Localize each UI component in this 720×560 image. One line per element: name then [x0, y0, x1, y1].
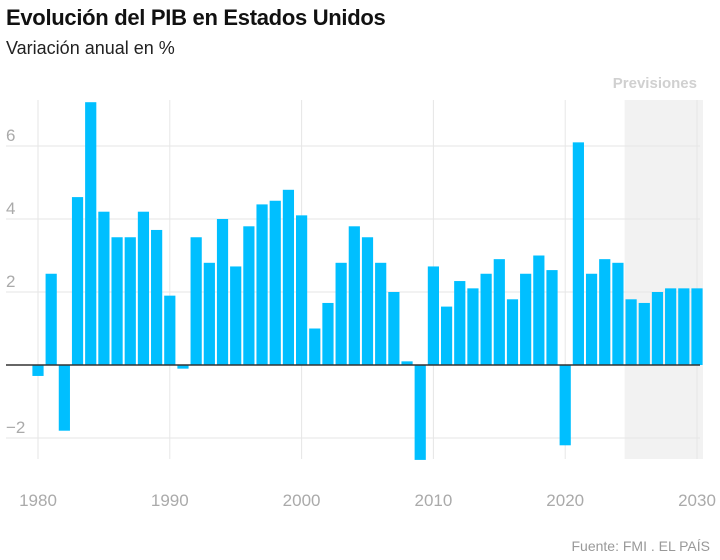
bar-2008	[401, 361, 413, 365]
bar-2019	[546, 270, 558, 365]
bar-1991	[177, 365, 189, 369]
bar-1998	[269, 200, 281, 365]
y-tick-label: 4	[6, 199, 15, 218]
bar-1989	[151, 229, 163, 365]
y-tick-label: −2	[6, 418, 25, 437]
bar-2022	[585, 273, 598, 365]
y-tick-label: 2	[6, 272, 15, 291]
bar-1995	[230, 266, 242, 365]
bar-1988	[137, 211, 150, 365]
bar-2021	[572, 142, 584, 365]
bar-2001	[309, 328, 321, 365]
bar-2007	[388, 292, 400, 365]
bar-2000	[296, 215, 308, 365]
bar-2002	[322, 302, 334, 365]
bar-2003	[335, 262, 347, 365]
bar-2012	[454, 281, 466, 365]
source-note: Fuente: FMI . EL PAÍS	[571, 538, 711, 554]
bar-2010	[427, 266, 439, 365]
forecast-label: Previsiones	[613, 75, 697, 92]
bar-2027	[651, 292, 664, 365]
bar-1982	[58, 365, 70, 431]
bar-2013	[467, 288, 479, 365]
bar-2028	[665, 288, 677, 365]
bar-1986	[111, 237, 123, 365]
bar-1994	[216, 219, 229, 365]
bar-1981	[45, 273, 57, 365]
x-tick-label: 2020	[546, 491, 584, 510]
bar-2020	[559, 365, 571, 446]
bar-1987	[124, 237, 136, 365]
bar-2016	[506, 299, 519, 365]
bar-1997	[256, 204, 268, 365]
bar-1990	[164, 295, 176, 365]
bar-1999	[282, 189, 295, 365]
y-tick-label: 6	[6, 126, 15, 145]
bar-2017	[520, 273, 532, 365]
bar-2009	[414, 365, 426, 460]
bar-2030	[691, 288, 703, 365]
bar-2004	[348, 226, 360, 365]
bar-2029	[678, 288, 690, 365]
bar-2011	[440, 306, 453, 365]
bar-1992	[190, 237, 202, 365]
bar-1983	[71, 197, 84, 365]
bar-1993	[203, 262, 215, 365]
bar-1996	[243, 226, 255, 365]
x-tick-label: 2010	[414, 491, 452, 510]
bar-2025	[625, 299, 637, 365]
x-tick-label: 2030	[678, 491, 716, 510]
bar-2006	[375, 262, 387, 365]
x-tick-label: 1980	[19, 491, 57, 510]
bar-2023	[599, 259, 611, 365]
bar-1980	[32, 365, 44, 376]
bar-2014	[480, 273, 492, 365]
bar-1985	[98, 211, 110, 365]
bar-2018	[533, 255, 545, 365]
chart-subtitle: Variación anual en %	[6, 38, 175, 58]
x-tick-label: 1990	[151, 491, 189, 510]
bar-2026	[638, 302, 650, 365]
bar-1984	[85, 102, 97, 365]
bar-2015	[493, 259, 505, 365]
chart-title: Evolución del PIB en Estados Unidos	[6, 5, 386, 30]
x-tick-label: 2000	[283, 491, 321, 510]
forecast-shade	[624, 100, 703, 459]
bar-2024	[612, 262, 624, 365]
bar-2005	[361, 237, 374, 365]
